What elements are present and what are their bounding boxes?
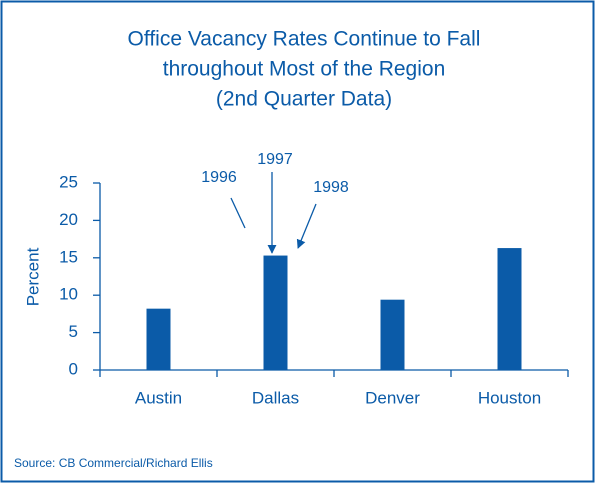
- bar: [146, 308, 171, 370]
- x-tick-label: Denver: [365, 388, 420, 407]
- y-tick-label: 20: [59, 210, 78, 229]
- y-tick-label: 10: [59, 285, 78, 304]
- chart-title: throughout Most of the Region: [163, 58, 446, 81]
- y-tick-label: 0: [69, 359, 78, 378]
- source: Source: CB Commercial/Richard Ellis: [14, 456, 213, 470]
- x-tick-label: Austin: [135, 388, 182, 407]
- x-tick-label: Houston: [478, 388, 541, 407]
- bar: [263, 255, 288, 370]
- y-axis-label: Percent: [23, 247, 42, 306]
- annotation: 1997: [257, 151, 293, 168]
- y-tick-label: 25: [59, 172, 78, 191]
- y-tick-label: 5: [69, 322, 78, 341]
- chart-title: (2nd Quarter Data): [216, 88, 392, 111]
- x-tick-label: Dallas: [252, 388, 299, 407]
- annotation: 1998: [313, 179, 349, 196]
- y-tick-label: 15: [59, 247, 78, 266]
- annotation: 1996: [201, 169, 237, 186]
- chart-title: Office Vacancy Rates Continue to Fall: [128, 28, 481, 51]
- bar: [497, 248, 522, 370]
- annotation-line: [230, 197, 246, 229]
- bar: [380, 299, 405, 370]
- annotation-arrow: [296, 203, 317, 249]
